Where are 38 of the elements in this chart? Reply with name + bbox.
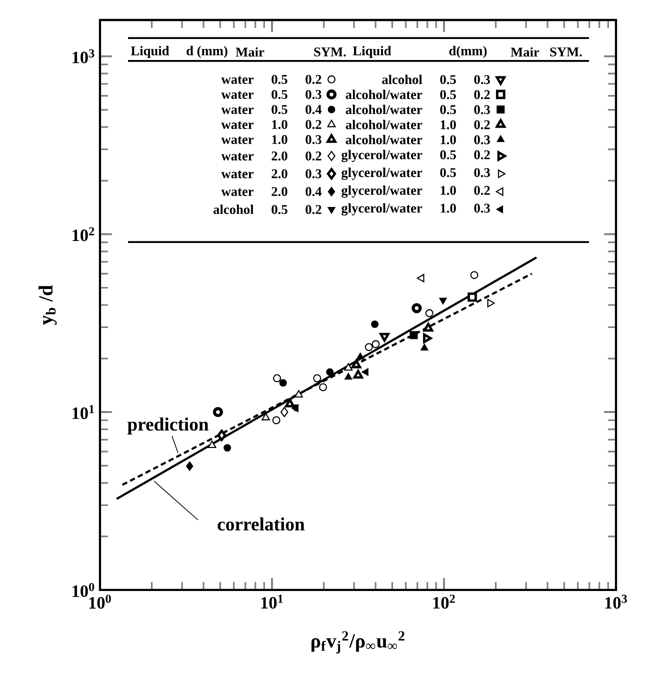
legend-label: water 0.5 0.3 (221, 90, 322, 99)
annotation: Liquid (130, 46, 170, 58)
y-tick-label: 10$^{3}$ (72, 49, 94, 64)
annotation: SYM. (314, 47, 346, 56)
legend-label: alcohol/water 1.0 0.3 (346, 134, 490, 144)
series-label: prediction (127, 418, 209, 434)
text: correlation (218, 517, 305, 531)
y-tick-label: 10$^{0}$ (72, 582, 94, 598)
x-tick-label: 10$^{1}$ (261, 594, 283, 609)
x-tick-label: 10$^{2}$ (433, 594, 455, 609)
annotation: d(mm) (449, 46, 487, 58)
text: ρ$_{f}$v$_{j}$$^{2}$/ρ$_{∞}$u$_{∞}$2 (312, 631, 404, 654)
x-tick-label: 10$^{3}$ (605, 594, 627, 609)
legend-label: alcohol 0.5 0.2 (214, 204, 322, 214)
legend-label: glycerol/water 1.0 0.2 (342, 185, 490, 198)
legend-label: alcohol/water 0.5 0.2 (346, 90, 490, 100)
legend-label: water 2.0 0.3 (221, 169, 322, 178)
annotation: d (mm) (186, 46, 228, 58)
legend-label: water 0.5 0.2 (221, 74, 322, 84)
legend-label: water 1.0 0.2 (221, 120, 322, 130)
y-axis-title: y$_{b}$ /d (38, 285, 57, 325)
annotation: Mair (510, 47, 540, 57)
legend-label: water 1.0 0.3 (221, 135, 322, 144)
legend-label: alcohol 0.5 0.3 (382, 74, 490, 84)
y-tick-label: 10$^{1}$ (72, 405, 94, 420)
annotation: Liquid (352, 46, 392, 58)
legend-label: alcohol/water 1.0 0.2 (346, 120, 490, 130)
annotation: SYM. (550, 47, 582, 56)
x-tick-label: 10$^{0}$ (89, 594, 111, 609)
legend-label: water 2.0 0.2 (221, 151, 322, 161)
legend-label: alcohol/water 0.5 0.3 (346, 104, 490, 114)
y-tick-label: 10$^{2}$ (72, 227, 94, 242)
legend-label: water 0.5 0.4 (221, 104, 322, 114)
legend-label: water 2.0 0.4 (221, 187, 322, 196)
legend-label: glycerol/water 0.5 0.2 (342, 150, 490, 162)
legend-label: glycerol/water 1.0 0.3 (342, 203, 490, 216)
annotation: Mair (236, 47, 264, 57)
legend-label: glycerol/water 0.5 0.3 (342, 168, 490, 180)
